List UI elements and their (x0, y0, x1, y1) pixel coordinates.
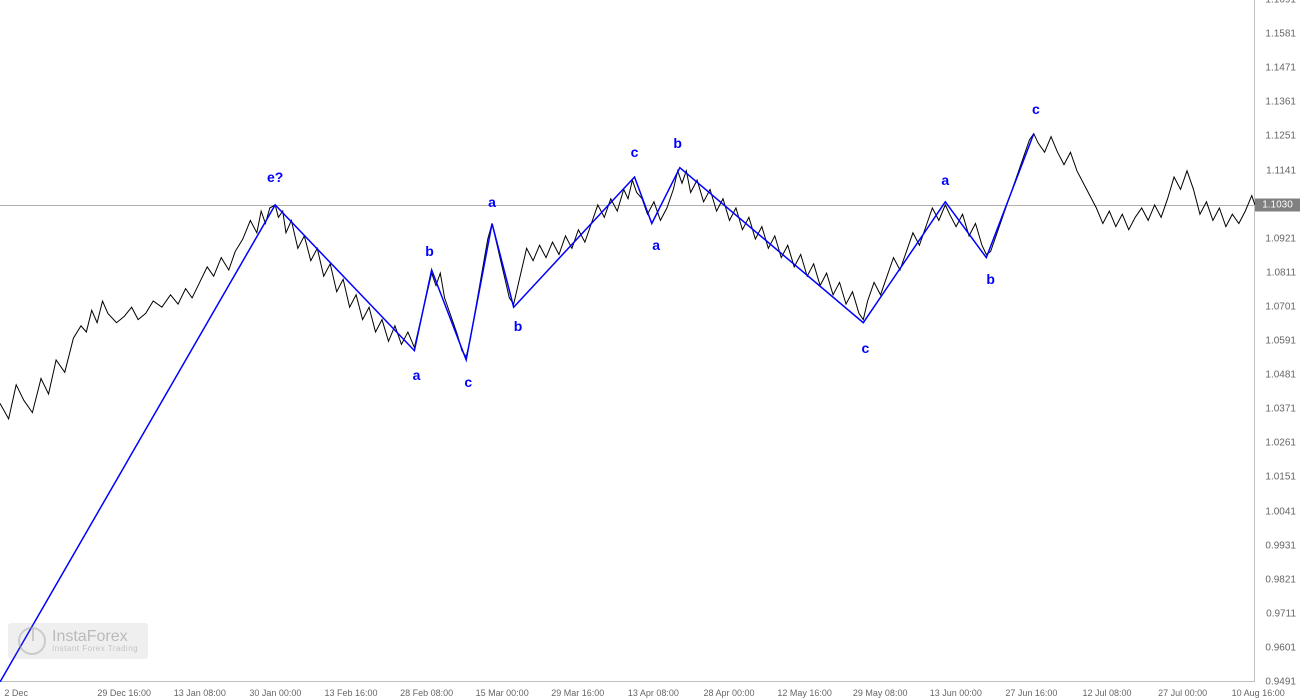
x-tick: 28 Feb 08:00 (400, 688, 453, 698)
price-svg (0, 0, 1255, 682)
x-tick: 28 Apr 00:00 (703, 688, 754, 698)
y-tick: 0.9711 (1266, 608, 1296, 619)
x-tick: 2 Dec (4, 688, 28, 698)
y-axis: 1.1691 1.1581 1.1471 1.1361 1.1251 1.1141 1.10… (1255, 0, 1300, 682)
x-tick: 29 Dec 16:00 (97, 688, 151, 698)
x-tick: 13 Feb 16:00 (324, 688, 377, 698)
plot-area[interactable]: e? a b c a b c a b c a b c InstaForex Instant Forex … (0, 0, 1255, 682)
y-tick: 0.9601 (1265, 642, 1296, 653)
wave-label: a (941, 172, 949, 188)
x-axis: 2 Dec 29 Dec 16:00 13 Jan 08:00 30 Jan 00:0… (0, 682, 1255, 700)
wave-label: b (673, 135, 682, 151)
y-tick: 1.0701 (1265, 301, 1296, 312)
x-tick: 29 Mar 16:00 (551, 688, 604, 698)
wave-label: b (514, 318, 523, 334)
wave-label: e? (267, 169, 283, 185)
watermark-sub: Instant Forex Trading (52, 645, 138, 653)
y-tick: 1.0151 (1265, 472, 1296, 483)
wave-label: a (413, 367, 421, 383)
y-tick: 1.0371 (1265, 404, 1296, 415)
wave-label: a (488, 194, 496, 210)
y-tick: 1.1691 (1265, 0, 1296, 6)
y-tick: 1.0811 (1266, 267, 1296, 278)
price-series-line (0, 134, 1255, 419)
x-tick: 13 Jun 00:00 (930, 688, 982, 698)
wave-label: c (1032, 101, 1040, 117)
wave-label: a (652, 237, 660, 253)
y-tick: 1.1361 (1265, 97, 1296, 108)
x-tick: 13 Apr 08:00 (628, 688, 679, 698)
watermark: InstaForex Instant Forex Trading (8, 623, 148, 659)
current-price-label: 1.1030 (1255, 198, 1300, 211)
y-tick: 1.0481 (1265, 370, 1296, 381)
wave-label: c (464, 374, 472, 390)
y-tick: 1.0261 (1265, 438, 1296, 449)
x-tick: 15 Mar 00:00 (476, 688, 529, 698)
y-tick: 1.1251 (1265, 131, 1296, 142)
y-tick: 1.0591 (1265, 336, 1296, 347)
x-tick: 12 Jul 08:00 (1082, 688, 1131, 698)
wave-label: c (862, 340, 870, 356)
x-tick: 29 May 08:00 (853, 688, 908, 698)
wave-label: c (631, 144, 639, 160)
watermark-main: InstaForex (52, 629, 138, 645)
y-tick: 1.0041 (1265, 506, 1296, 517)
y-tick: 1.0921 (1265, 233, 1296, 244)
chart-container: e? a b c a b c a b c a b c InstaForex Instant Forex … (0, 0, 1300, 700)
x-tick: 12 May 16:00 (777, 688, 832, 698)
x-tick: 27 Jul 00:00 (1158, 688, 1207, 698)
x-tick: 30 Jan 00:00 (249, 688, 301, 698)
wave-overlay-line (0, 134, 1034, 682)
x-tick: 13 Jan 08:00 (174, 688, 226, 698)
y-tick: 1.1141 (1266, 165, 1296, 176)
y-tick: 1.1471 (1265, 63, 1296, 74)
watermark-icon (18, 627, 46, 655)
y-tick: 1.1581 (1265, 29, 1296, 40)
wave-label: b (986, 271, 995, 287)
x-tick: 27 Jun 16:00 (1005, 688, 1057, 698)
wave-label: b (425, 243, 434, 259)
x-tick: 10 Aug 16:00 (1232, 688, 1285, 698)
y-tick: 0.9821 (1265, 574, 1296, 585)
y-tick: 0.9931 (1265, 540, 1296, 551)
y-tick: 0.9491 (1265, 677, 1296, 688)
